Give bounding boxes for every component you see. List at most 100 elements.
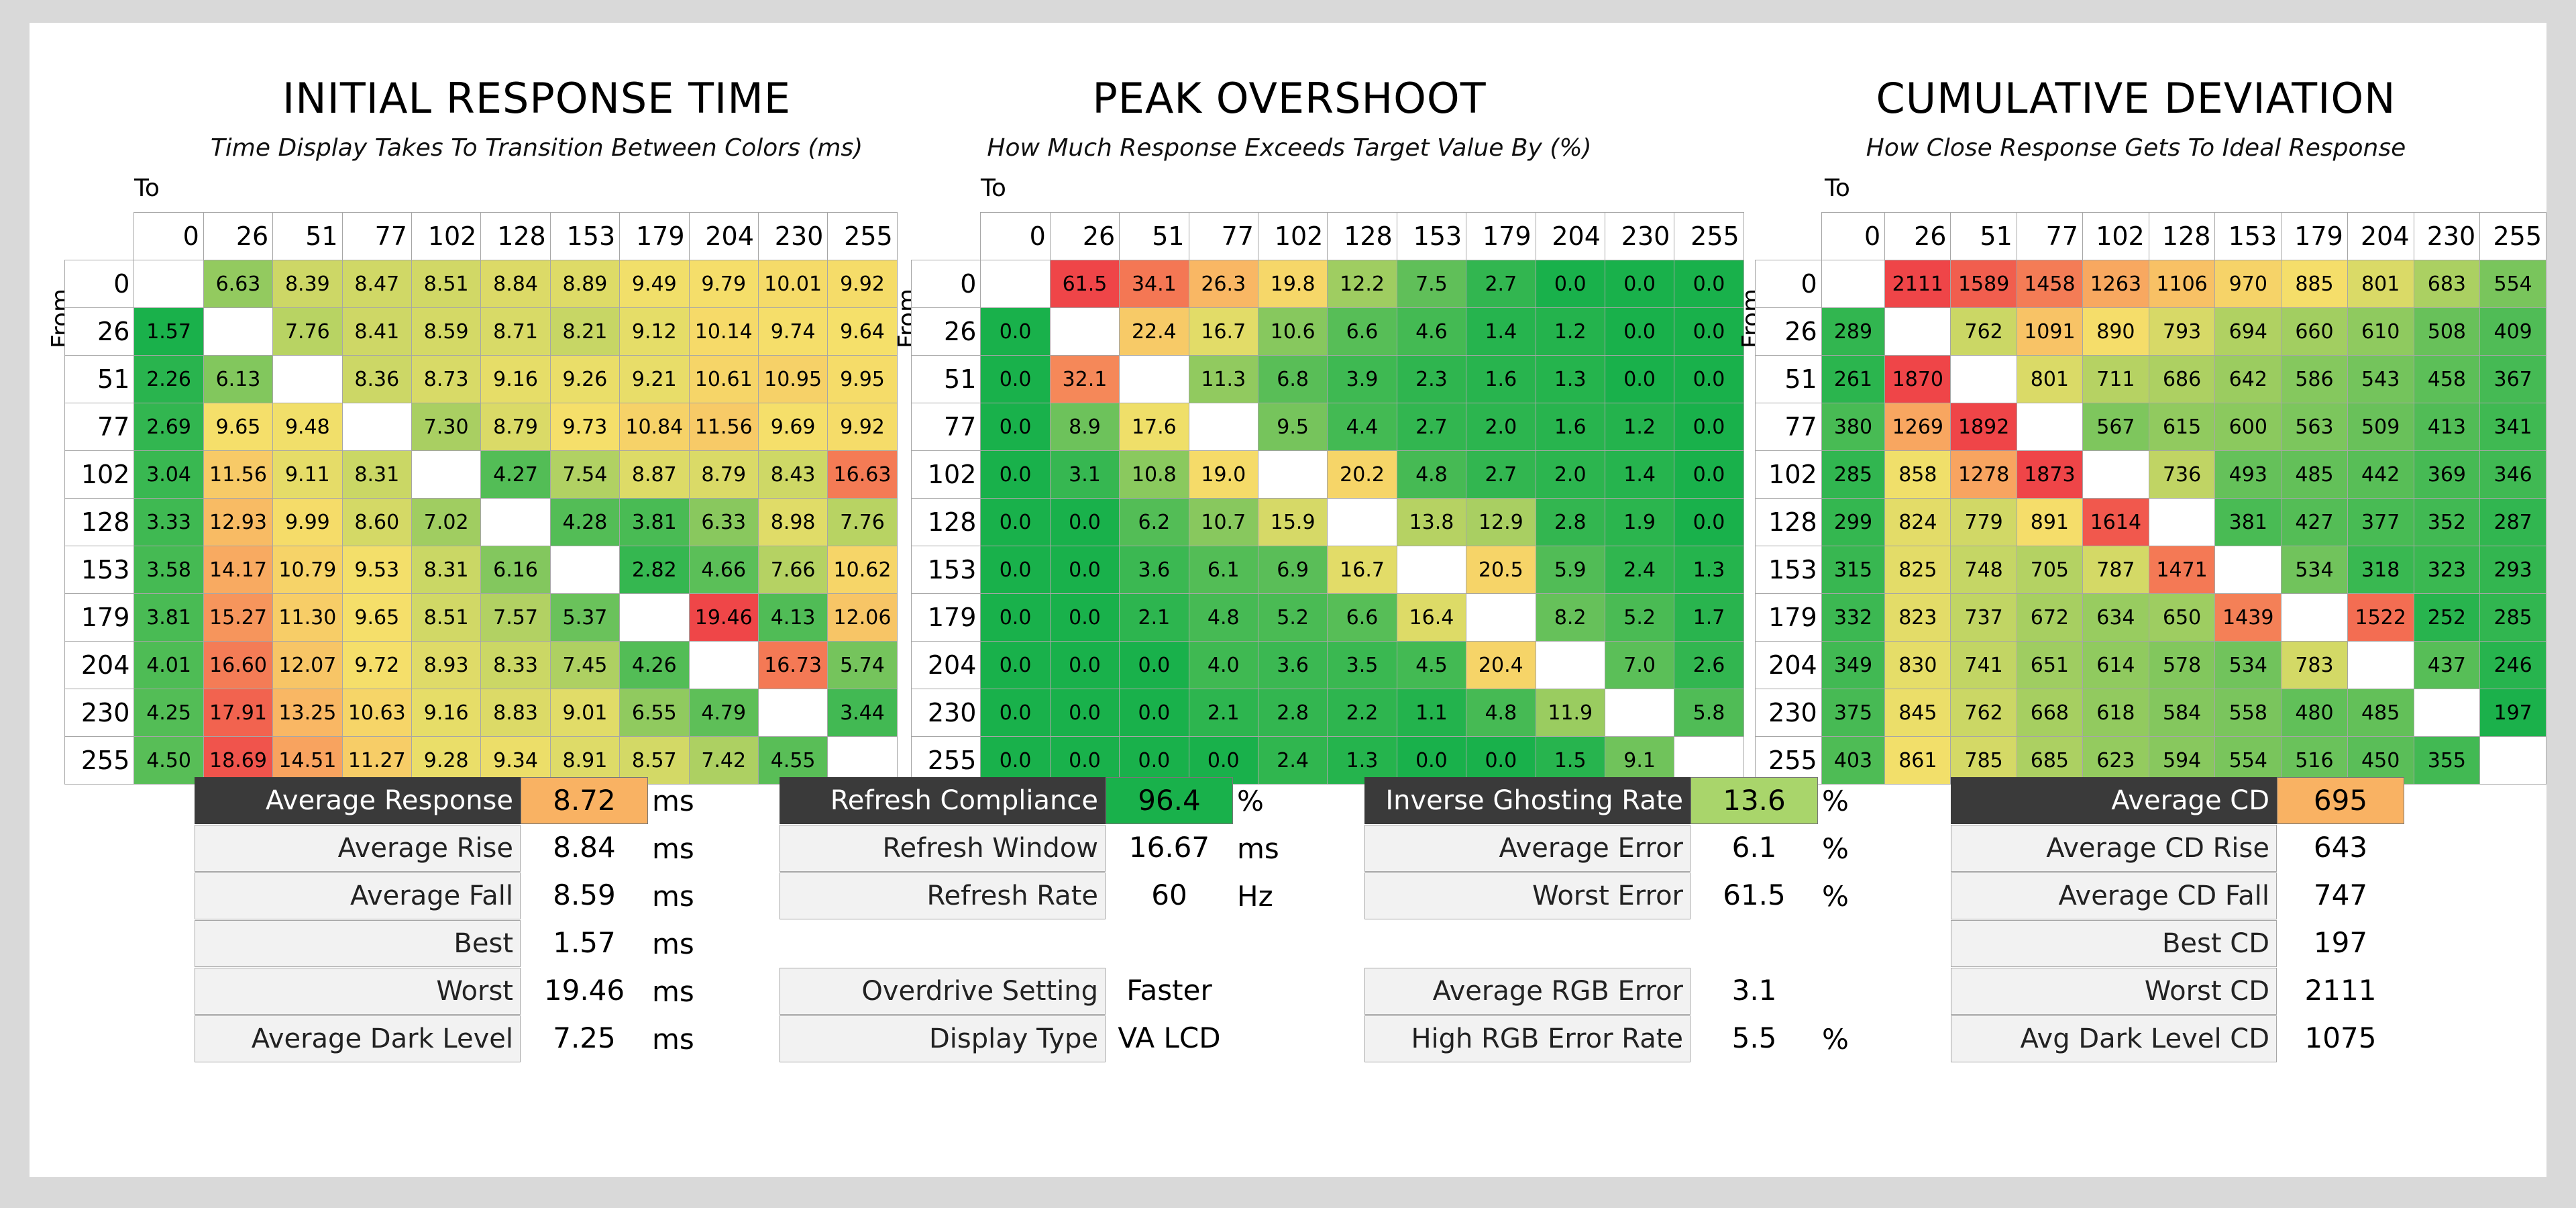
cd-corner-cell (1755, 212, 1822, 260)
cd-empty-cell (2479, 736, 2546, 785)
cd-stat-value: 197 (2313, 926, 2368, 959)
response-cell: 9.01 (549, 689, 621, 737)
refresh-stat-label: Overdrive Setting (780, 968, 1106, 1015)
cd-stat-value: 1075 (2304, 1021, 2377, 1054)
overshoot-to-label: To (981, 174, 1006, 202)
overshoot-cell: 2.1 (1188, 689, 1258, 737)
error-stat-unit: % (1822, 784, 1849, 817)
response-column-header: 0 (133, 212, 204, 260)
cd-cell: 458 (2413, 355, 2481, 403)
cd-cell: 623 (2082, 736, 2149, 785)
overshoot-cell: 2.4 (1257, 736, 1328, 785)
response-stat-label: Worst (195, 968, 521, 1015)
response-cell: 12.06 (827, 593, 898, 642)
cd-cell: 711 (2082, 355, 2149, 403)
overshoot-cell: 7.5 (1396, 260, 1467, 308)
response-cell: 9.16 (411, 689, 482, 737)
cd-cell: 1091 (2016, 307, 2084, 356)
response-row: 204 4.01 16.60 12.07 9.72 8.93 8.33 7.45 4.26 16.… (64, 641, 898, 689)
response-cell: 8.39 (272, 260, 343, 308)
overshoot-empty-cell (1327, 498, 1397, 546)
response-cell: 2.82 (619, 546, 690, 594)
overshoot-row: 26 0.0 22.4 16.7 10.6 6.6 4.6 1.4 1.2 0.0 0.0 (910, 307, 1744, 356)
cd-column-header: 204 (2347, 212, 2414, 260)
response-cell: 4.55 (757, 736, 828, 785)
response-cell: 9.74 (757, 307, 828, 356)
cd-cell: 600 (2214, 403, 2282, 451)
overshoot-cell: 0.0 (980, 546, 1051, 594)
cd-cell: 824 (1884, 498, 1951, 546)
overshoot-cell: 5.9 (1535, 546, 1605, 594)
response-column-header: 128 (480, 212, 551, 260)
overshoot-cell: 6.6 (1327, 593, 1397, 642)
cd-cell: 1589 (1950, 260, 2017, 308)
response-cell: 15.27 (203, 593, 274, 642)
response-column-header: 153 (549, 212, 621, 260)
response-empty-cell (203, 307, 274, 356)
overshoot-row: 153 0.0 0.0 3.6 6.1 6.9 16.7 20.5 5.9 2.4 1.3 (910, 546, 1744, 594)
response-cell: 6.55 (619, 689, 690, 737)
overshoot-cell: 32.1 (1049, 355, 1120, 403)
response-row: 51 2.26 6.13 8.36 8.73 9.16 9.26 9.21 10.61 10.95… (64, 355, 898, 403)
cd-cell: 377 (2347, 498, 2414, 546)
response-empty-cell (757, 689, 828, 737)
cd-cell: 830 (1884, 641, 1951, 689)
cd-cell: 594 (2148, 736, 2216, 785)
response-to-label: To (134, 174, 160, 202)
cd-row: 255 403 861 785 685 623 594 554 516 450 355 (1755, 736, 2546, 785)
overshoot-cell: 22.4 (1119, 307, 1189, 356)
response-cell: 4.25 (133, 689, 204, 737)
overshoot-row-header: 153 (910, 546, 981, 594)
response-cell: 6.16 (480, 546, 551, 594)
response-row-header: 255 (64, 736, 135, 785)
overshoot-cell: 0.0 (980, 450, 1051, 499)
overshoot-empty-cell (1466, 593, 1536, 642)
response-cell: 8.84 (480, 260, 551, 308)
overshoot-empty-cell (1604, 689, 1675, 737)
response-cell: 16.60 (203, 641, 274, 689)
cd-cell: 762 (1950, 689, 2017, 737)
cd-empty-cell (2082, 450, 2149, 499)
response-cell: 5.74 (827, 641, 898, 689)
cd-row-header: 0 (1755, 260, 1822, 308)
overshoot-empty-cell (1674, 736, 1744, 785)
overshoot-cell: 0.0 (1119, 689, 1189, 737)
cd-cell: 705 (2016, 546, 2084, 594)
cd-stat-value: 695 (2277, 777, 2404, 824)
cd-stat-row: Worst CD 2111 (1951, 968, 2455, 1015)
response-stat-unit: ms (652, 927, 694, 960)
response-row-header: 51 (64, 355, 135, 403)
overshoot-cell: 0.0 (1049, 593, 1120, 642)
overshoot-cell: 0.0 (1396, 736, 1467, 785)
cd-cell: 509 (2347, 403, 2414, 451)
cd-cell: 369 (2413, 450, 2481, 499)
overshoot-cell: 0.0 (1049, 546, 1120, 594)
cd-cell: 355 (2413, 736, 2481, 785)
refresh-stat-unit: ms (1237, 832, 1279, 865)
response-cell: 10.79 (272, 546, 343, 594)
cd-cell: 543 (2347, 355, 2414, 403)
response-stat-label: Average Dark Level (195, 1015, 521, 1062)
error-stat-label: Worst Error (1364, 872, 1690, 919)
response-empty-cell (480, 498, 551, 546)
overshoot-cell: 7.0 (1604, 641, 1675, 689)
response-cell: 8.89 (549, 260, 621, 308)
response-stat-unit: ms (652, 1022, 694, 1056)
cd-stat-label: Avg Dark Level CD (1951, 1015, 2277, 1062)
overshoot-cell: 4.5 (1396, 641, 1467, 689)
cd-stat-value: 747 (2313, 878, 2368, 911)
response-cell: 9.95 (827, 355, 898, 403)
cd-stat-label: Worst CD (1951, 968, 2277, 1015)
overshoot-row: 0 61.5 34.1 26.3 19.8 12.2 7.5 2.7 0.0 0.0 0.0 (910, 260, 1744, 308)
cd-cell: 1269 (1884, 403, 1951, 451)
response-column-header: 255 (827, 212, 898, 260)
response-cell: 17.91 (203, 689, 274, 737)
response-cell: 9.53 (341, 546, 412, 594)
overshoot-cell: 4.0 (1188, 641, 1258, 689)
overshoot-cell: 2.0 (1466, 403, 1536, 451)
overshoot-cell: 0.0 (1674, 307, 1744, 356)
overshoot-cell: 19.8 (1257, 260, 1328, 308)
overshoot-empty-cell (1119, 355, 1189, 403)
response-row: 102 3.04 11.56 9.11 8.31 4.27 7.54 8.87 8.79 8.43… (64, 450, 898, 499)
overshoot-empty-cell (1535, 641, 1605, 689)
